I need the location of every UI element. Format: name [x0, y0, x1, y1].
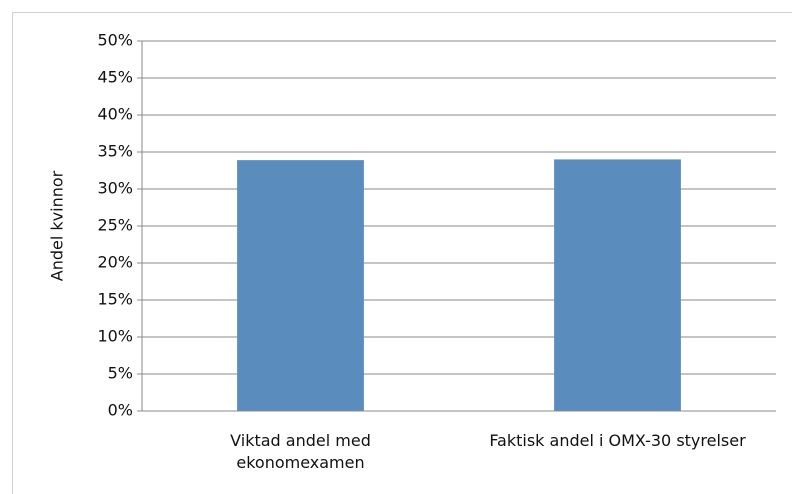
- y-tick-label: 10%: [97, 327, 133, 346]
- y-tick-label: 25%: [97, 216, 133, 235]
- y-axis-label: Andel kvinnor: [48, 170, 67, 281]
- y-tick-label: 20%: [97, 253, 133, 272]
- y-tick-label: 15%: [97, 290, 133, 309]
- y-tick-label: 45%: [97, 68, 133, 87]
- y-tick-label: 40%: [97, 105, 133, 124]
- x-tick-label: Viktad andel med ekonomexamen: [230, 431, 371, 472]
- chart-border: [12, 12, 792, 494]
- y-tick-label: 0%: [108, 401, 133, 420]
- y-tick-label: 50%: [97, 31, 133, 50]
- y-tick-label: 35%: [97, 142, 133, 161]
- bar: [237, 160, 364, 411]
- y-tick-label: 30%: [97, 179, 133, 198]
- bar: [554, 159, 681, 411]
- y-tick-label: 5%: [108, 364, 133, 383]
- x-tick-label: Faktisk andel i OMX-30 styrelser: [489, 431, 746, 450]
